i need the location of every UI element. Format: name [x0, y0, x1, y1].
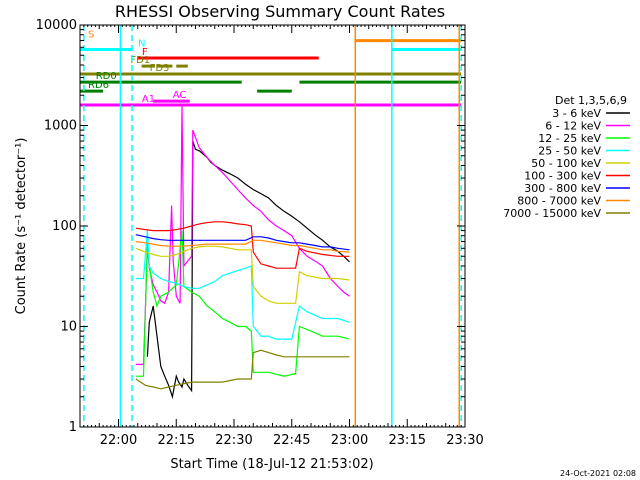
legend-label-6-12-kev: 6 - 12 keV — [545, 120, 601, 133]
series-line-800-7000-kev — [135, 239, 350, 253]
date-stamp: 24-Oct-2021 02:08 — [560, 469, 636, 478]
flag-label-a1: A1 — [142, 94, 155, 105]
series-line-300-800-kev — [135, 234, 350, 251]
y-axis: 1 10 100 1000 10000 — [36, 18, 465, 435]
y-tick-label: 100 — [52, 219, 77, 234]
x-axis-label: Start Time (18-Jul-12 21:53:02) — [170, 457, 373, 472]
y-tick-label: 10000 — [36, 18, 77, 33]
legend-label-50-100-kev: 50 - 100 keV — [531, 157, 601, 170]
legend-label-25-50-kev: 25 - 50 keV — [538, 145, 601, 158]
flag-label-rd6: RD6 — [88, 80, 109, 91]
x-tick-label: 22:00 — [100, 433, 137, 448]
flag-label-fd3: FD3 — [150, 63, 170, 74]
y-axis-label: Count Rate (s⁻¹ detector⁻¹) — [14, 138, 29, 315]
legend-label-3-6-kev: 3 - 6 keV — [552, 107, 601, 120]
y-tick-label: 1 — [69, 420, 77, 435]
flag-label-s: S — [88, 30, 94, 41]
y-tick-label: 1000 — [44, 119, 77, 134]
x-tick-label: 23:00 — [331, 433, 368, 448]
legend-label-7000-15000-kev: 7000 - 15000 keV — [503, 207, 601, 220]
chart-title: RHESSI Observing Summary Count Rates — [115, 2, 445, 21]
series-layer — [135, 104, 350, 400]
series-line-12-25-kev — [135, 230, 350, 377]
series-line-50-100-kev — [135, 245, 350, 304]
y-tick-label: 10 — [60, 320, 77, 335]
x-axis: 22:00 22:15 22:30 22:45 23:00 23:15 23:30 — [79, 25, 484, 448]
flag-label-rd0: RD0 — [96, 71, 117, 82]
x-tick-label: 22:30 — [215, 433, 252, 448]
series-line-6-12-kev — [135, 104, 350, 365]
flag-label-fd1: FD1 — [130, 55, 150, 66]
x-tick-label: 23:15 — [389, 433, 426, 448]
x-tick-label: 23:30 — [446, 433, 483, 448]
series-line-100-300-kev — [135, 221, 350, 269]
x-tick-label: 22:15 — [158, 433, 195, 448]
legend-label-12-25-kev: 12 - 25 keV — [538, 132, 601, 145]
legend-label-100-300-kev: 100 - 300 keV — [524, 170, 601, 183]
flag-label-ac: AC — [173, 90, 187, 101]
legend-label-800-7000-kev: 800 - 7000 keV — [517, 195, 601, 208]
flag-label-f: F — [142, 47, 148, 58]
legend-label-300-800-kev: 300 - 800 keV — [524, 182, 601, 195]
series-line-25-50-kev — [135, 230, 350, 340]
series-line-7000-15000-kev — [135, 349, 350, 390]
legend-title: Det 1,3,5,6,9 — [555, 94, 627, 107]
flag-label-n: N — [138, 39, 145, 50]
x-tick-label: 22:45 — [273, 433, 310, 448]
